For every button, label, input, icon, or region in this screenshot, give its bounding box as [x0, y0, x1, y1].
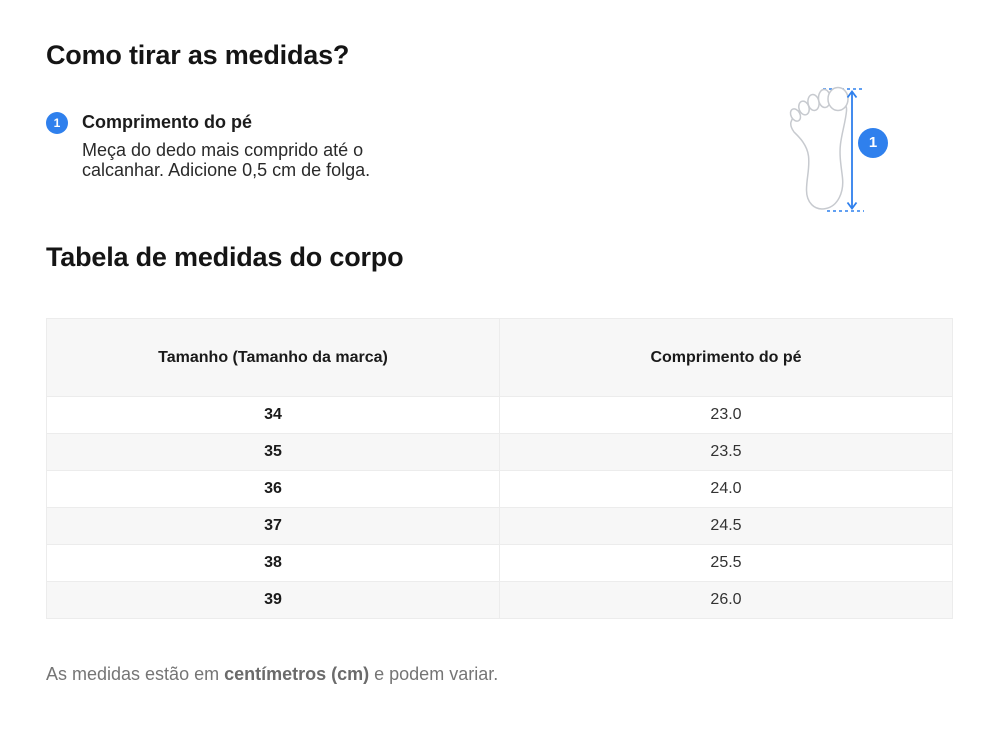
length-cell: 23.0: [499, 396, 953, 434]
table-row: 34 23.0: [46, 396, 953, 434]
size-table-container: Tamanho (Tamanho da marca) Comprimento d…: [46, 318, 953, 619]
size-cell: 35: [46, 433, 500, 471]
footer-note: As medidas estão em centímetros (cm) e p…: [46, 664, 498, 685]
length-cell: 24.0: [499, 470, 953, 508]
size-cell: 36: [46, 470, 500, 508]
table-section-title: Tabela de medidas do corpo: [46, 242, 404, 272]
step-content: Comprimento do pé Meça do dedo mais comp…: [82, 111, 370, 180]
measurement-step: 1 Comprimento do pé Meça do dedo mais co…: [46, 111, 370, 180]
size-cell: 34: [46, 396, 500, 434]
size-cell: 39: [46, 581, 500, 619]
footer-note-suffix: e podem variar.: [369, 664, 499, 684]
footer-note-prefix: As medidas estão em: [46, 664, 225, 684]
page-title: Como tirar as medidas?: [46, 40, 350, 70]
size-cell: 37: [46, 507, 500, 545]
length-cell: 26.0: [499, 581, 953, 619]
step-description-line1: Meça do dedo mais comprido até o: [82, 140, 364, 160]
column-header-size: Tamanho (Tamanho da marca): [46, 318, 500, 397]
foot-outline-icon: [789, 86, 864, 212]
step-description-line2: calcanhar. Adicione 0,5 cm de folga.: [82, 160, 371, 180]
column-header-foot-length: Comprimento do pé: [499, 318, 953, 397]
table-row: 38 25.5: [46, 544, 953, 582]
step-label: Comprimento do pé: [82, 112, 252, 132]
table-row: 36 24.0: [46, 470, 953, 508]
step-description: Meça do dedo mais comprido até o calcanh…: [82, 140, 370, 180]
size-table: Tamanho (Tamanho da marca) Comprimento d…: [46, 318, 953, 619]
illustration-step-badge: 1: [858, 128, 888, 158]
foot-measurement-illustration: 1: [786, 84, 891, 219]
table-header-row: Tamanho (Tamanho da marca) Comprimento d…: [46, 318, 953, 397]
length-cell: 24.5: [499, 507, 953, 545]
length-cell: 25.5: [499, 544, 953, 582]
size-cell: 38: [46, 544, 500, 582]
footer-note-bold: centímetros (cm): [224, 664, 370, 684]
table-row: 35 23.5: [46, 433, 953, 471]
length-cell: 23.5: [499, 433, 953, 471]
foot-outline: [789, 86, 849, 210]
table-row: 37 24.5: [46, 507, 953, 545]
measurement-arrow-icon: [846, 90, 858, 210]
step-number-badge: 1: [46, 112, 68, 134]
table-row: 39 26.0: [46, 581, 953, 619]
